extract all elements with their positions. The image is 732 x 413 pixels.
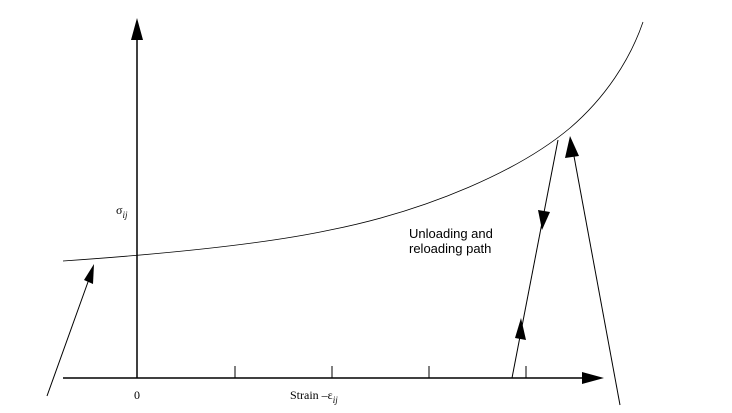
arrowhead-up [515,318,526,340]
x-ticks [234,366,527,378]
unload-reload-line [511,139,559,379]
y-label: σij [116,203,128,220]
label-part: ij [333,395,339,405]
pointer-arrow [570,139,621,406]
arrowhead [84,264,94,284]
annotation: reloading path [409,241,491,256]
pointer-arrow [46,267,94,397]
x-label: Strain –εij [290,388,338,405]
origin-label: 0 [134,388,140,402]
label-part: σ [116,203,123,217]
annotation: Unloading and [409,226,493,241]
label-part: Strain –ε [290,388,333,402]
curve [62,21,644,262]
x-arrow [582,372,604,384]
y-arrow [131,18,143,40]
arrowhead [565,136,579,158]
label-part: ij [122,210,128,220]
arrowhead-down [538,210,550,230]
